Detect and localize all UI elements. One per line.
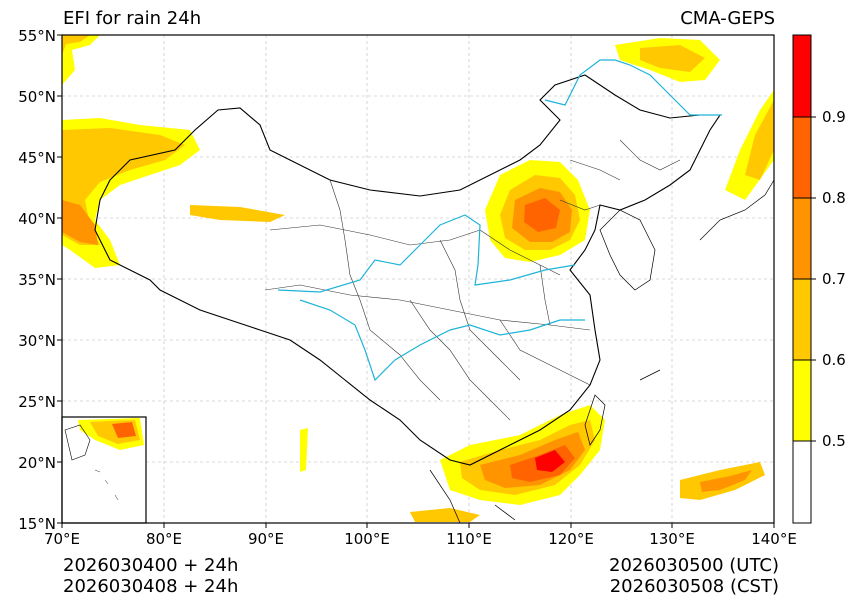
- efi-area-east-edge-inner: [745, 100, 774, 180]
- lon-label-100: 100°E: [344, 530, 390, 548]
- lon-label-120: 120°E: [548, 530, 594, 548]
- lat-label-20: 20°N: [18, 454, 56, 472]
- other-coastlines: [429, 179, 775, 524]
- axis-ticks: [57, 34, 775, 528]
- lat-label-15: 15°N: [18, 515, 56, 533]
- efi-shading: [62, 35, 774, 522]
- efi-area-south-strip: [410, 508, 480, 522]
- map-title: EFI for rain 24h: [63, 8, 202, 29]
- colorbar-bin-0.8: [793, 117, 811, 198]
- lon-label-90: 90°E: [247, 530, 285, 548]
- lat-label-35: 35°N: [18, 271, 56, 289]
- init-time-block: 2026030400 + 24h 2026030408 + 24h: [63, 555, 238, 597]
- lon-label-80: 80°E: [145, 530, 183, 548]
- valid-time-utc: 2026030500 (UTC): [609, 555, 779, 576]
- efi-area-west-strip: [190, 205, 285, 222]
- colorbar-bin-0.9: [793, 35, 811, 117]
- efi-area-south-max: [535, 450, 565, 472]
- province-borders: [264, 139, 681, 421]
- colorbar-label-0.6: 0.6: [822, 351, 846, 369]
- init-time-cst: 2026030408 + 24h: [63, 576, 239, 597]
- map-gridlines: [62, 35, 774, 523]
- init-time-utc: 2026030400 + 24h: [63, 555, 239, 576]
- colorbar-bin-0.7: [793, 198, 811, 279]
- colorbar-label-0.5: 0.5: [822, 432, 846, 450]
- efi-area-se-strip-inner: [700, 470, 752, 492]
- valid-time-cst: 2026030508 (CST): [609, 576, 779, 597]
- efi-area-north-china-peak: [524, 198, 560, 232]
- lat-label-25: 25°N: [18, 393, 56, 411]
- lat-label-50: 50°N: [18, 88, 56, 106]
- south-china-sea-inset: [61, 416, 147, 524]
- efi-area-northeast-inner: [640, 45, 705, 72]
- efi-area-west-inner: [62, 128, 185, 245]
- efi-area-south-speck: [300, 428, 308, 472]
- lat-label-55: 55°N: [18, 27, 56, 45]
- efi-area-west-core: [62, 200, 98, 245]
- lon-label-130: 130°E: [649, 530, 695, 548]
- colorbar-label-0.7: 0.7: [822, 270, 846, 288]
- model-name: CMA-GEPS: [680, 8, 775, 29]
- lat-label-40: 40°N: [18, 210, 56, 228]
- efi-area-nw-corner-inner: [62, 35, 90, 55]
- colorbar-bin-0.6: [793, 279, 811, 360]
- colorbar-label-0.8: 0.8: [822, 189, 846, 207]
- lon-label-140: 140°E: [751, 530, 797, 548]
- rivers: [277, 59, 722, 382]
- lat-label-45: 45°N: [18, 149, 56, 167]
- lon-label-110: 110°E: [446, 530, 492, 548]
- yellow-river: [277, 214, 576, 293]
- valid-time-block: 2026030500 (UTC) 2026030508 (CST): [594, 555, 779, 597]
- colorbar-label-0.9: 0.9: [822, 108, 846, 126]
- colorbar-bin-0.4: [793, 441, 811, 523]
- efi-area-nw-corner: [62, 35, 100, 85]
- colorbar: [792, 34, 816, 524]
- lon-label-70: 70°E: [43, 530, 81, 548]
- lat-label-30: 30°N: [18, 332, 56, 350]
- yangtze-river: [299, 299, 585, 382]
- amur-river: [544, 59, 722, 116]
- colorbar-bin-0.5: [793, 360, 811, 441]
